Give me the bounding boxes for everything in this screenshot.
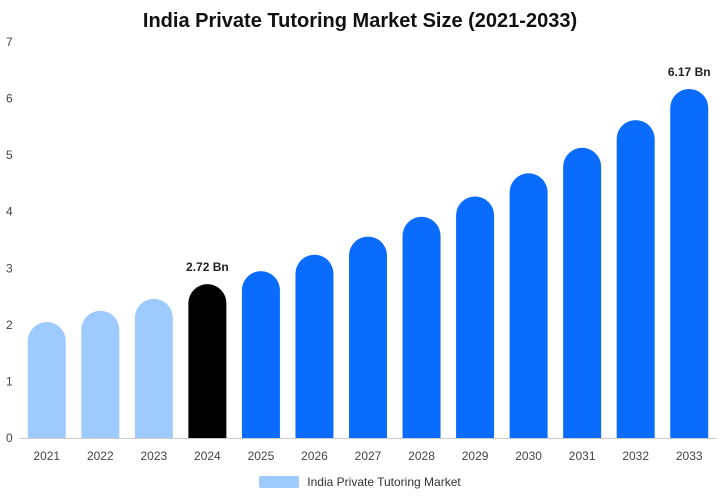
y-tick-label: 5: [6, 148, 13, 162]
bar-2024: [188, 284, 227, 438]
y-tick-label: 2: [6, 318, 13, 332]
bar-2026: [295, 254, 334, 438]
chart-title: India Private Tutoring Market Size (2021…: [142, 10, 578, 32]
x-tick-label: 2025: [248, 449, 275, 463]
data-label-2024: 2.72 Bn: [186, 260, 229, 274]
x-axis-labels: 2021 2022 2023 2024 2025 2026 2027 2028 2029 2030…: [33, 449, 702, 463]
x-tick-label: 2028: [408, 449, 435, 463]
y-tick-label: 3: [6, 261, 13, 275]
legend-swatch: [259, 476, 300, 488]
data-labels: 2.72 Bn 6.17 Bn: [186, 65, 711, 274]
x-tick-label: 2032: [622, 449, 649, 463]
bar-2030: [509, 173, 548, 438]
x-tick-label: 2024: [194, 449, 221, 463]
bar-2021: [27, 322, 66, 438]
bar-2027: [349, 236, 387, 438]
x-tick-label: 2027: [355, 449, 382, 463]
y-tick-label: 4: [6, 205, 13, 219]
legend: India Private Tutoring Market: [0, 475, 720, 489]
bars: [27, 88, 709, 438]
x-tick-label: 2030: [515, 449, 542, 463]
bar-2029: [456, 196, 495, 438]
bar-2028: [402, 216, 441, 438]
x-tick-label: 2023: [140, 449, 167, 463]
legend-label: India Private Tutoring Market: [307, 475, 461, 489]
y-tick-label: 7: [6, 35, 13, 49]
x-tick-label: 2026: [301, 449, 328, 463]
x-tick-label: 2031: [569, 449, 596, 463]
bar-2023: [134, 298, 173, 438]
bar-2025: [241, 271, 280, 438]
y-axis-labels: 0 1 2 3 4 5 6 7: [6, 35, 13, 445]
y-tick-label: 1: [6, 374, 13, 388]
x-tick-label: 2022: [87, 449, 114, 463]
x-tick-label: 2021: [33, 449, 60, 463]
y-tick-label: 6: [6, 92, 13, 106]
x-tick-label: 2029: [462, 449, 489, 463]
x-tick-label: 2033: [676, 449, 703, 463]
bar-2022: [81, 310, 120, 438]
data-label-2033: 6.17 Bn: [668, 65, 711, 79]
bar-2033: [670, 88, 709, 438]
bar-2031: [563, 147, 602, 438]
bar-2032: [616, 120, 655, 438]
y-tick-label: 0: [6, 431, 13, 445]
